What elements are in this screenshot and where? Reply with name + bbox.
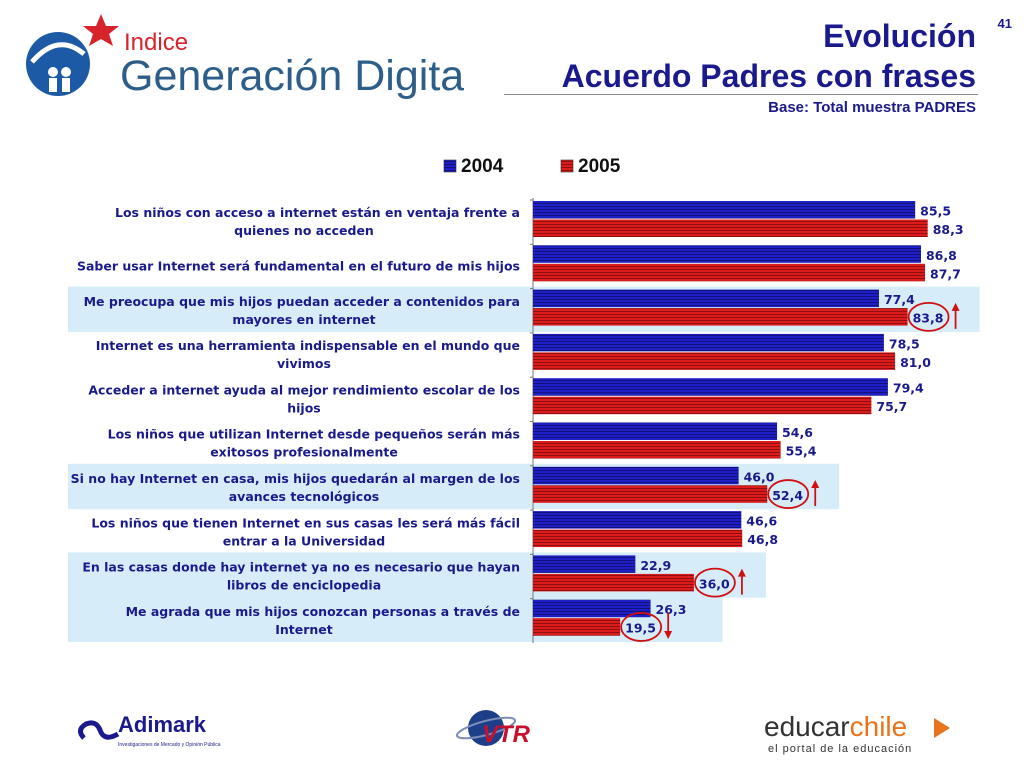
base-note: Base: Total muestra PADRES xyxy=(768,99,976,116)
category-label: Me preocupa que mis hijos puedan acceder… xyxy=(84,294,520,309)
educar-tagline: el portal de la educación xyxy=(768,743,912,755)
legend-label-2004: 2004 xyxy=(461,156,504,177)
bar-2004 xyxy=(533,378,888,396)
category-label: mayores en internet xyxy=(232,312,375,327)
bar-2005 xyxy=(533,485,768,503)
bar-2004 xyxy=(533,245,921,263)
value-label-2004: 78,5 xyxy=(889,336,920,351)
value-label-2005: 81,0 xyxy=(900,355,931,370)
bar-chart: 2004 2005 Los niños con acceso a internet… xyxy=(68,156,980,643)
bar-2004 xyxy=(533,333,884,352)
bar-2005 xyxy=(533,352,896,370)
legend-swatch-2004 xyxy=(443,159,457,173)
bar-2005 xyxy=(533,219,928,237)
category-label: exitosos profesionalmente xyxy=(210,445,398,460)
value-label-2005: 83,8 xyxy=(913,311,944,326)
category-label: Si no hay Internet en casa, mis hijos qu… xyxy=(71,471,520,486)
arrow-icon xyxy=(934,718,950,738)
bar-2004 xyxy=(533,201,916,219)
vtr-logo: VTR xyxy=(455,710,531,748)
legend-swatch-2005 xyxy=(560,159,574,173)
bar-2005 xyxy=(533,529,743,548)
value-label-2005: 19,5 xyxy=(625,621,656,636)
value-label-2004: 46,0 xyxy=(744,469,775,484)
category-label: vivimos xyxy=(277,356,331,371)
category-label: Saber usar Internet será fundamental en … xyxy=(77,258,520,273)
globe-icon xyxy=(26,32,90,96)
educar-part: educar xyxy=(764,711,850,742)
educarchile-logo: educarchile el portal de la educación xyxy=(764,711,950,755)
page-title-line2: Acuerdo Padres con frases xyxy=(561,58,976,94)
arrow-up-icon xyxy=(951,302,960,329)
page-number: 41 xyxy=(997,16,1012,31)
category-label: hijos xyxy=(287,400,321,415)
value-label-2005: 88,3 xyxy=(933,222,964,237)
bar-2004 xyxy=(533,555,636,573)
change-circle xyxy=(620,612,663,642)
bar-2005 xyxy=(533,308,908,326)
category-label: Los niños que utilizan Internet desde pe… xyxy=(108,427,520,442)
arrow-down-icon xyxy=(664,612,673,639)
category-label: Acceder a internet ayuda al mejor rendim… xyxy=(88,382,520,397)
bar-2005 xyxy=(533,263,926,282)
value-label-2005: 36,0 xyxy=(699,576,730,591)
value-label-2004: 54,6 xyxy=(782,425,813,440)
adimark-name: Adimark xyxy=(118,712,207,737)
value-label-2005: 52,4 xyxy=(772,488,803,503)
value-label-2004: 85,5 xyxy=(920,204,951,219)
bar-2005 xyxy=(533,396,872,415)
adimark-tagline: Investigaciones de Mercado y Opinión Púb… xyxy=(118,742,221,748)
chile-part: chile xyxy=(850,711,908,742)
value-label-2004: 86,8 xyxy=(926,248,957,263)
change-circle xyxy=(694,567,736,598)
category-label: quienes no acceden xyxy=(234,223,374,238)
category-label: En las casas donde hay internet ya no es… xyxy=(82,560,520,575)
vtr-name: VTR xyxy=(482,721,531,748)
bar-2004 xyxy=(533,599,651,618)
category-label: Internet es una herramienta indispensabl… xyxy=(96,338,520,353)
bar-2004 xyxy=(533,422,778,440)
brand-small-text: Indice xyxy=(124,29,188,56)
arrow-up-icon xyxy=(811,480,820,507)
value-label-2004: 26,3 xyxy=(656,602,687,617)
brand-large-text: Generación Digital xyxy=(120,52,464,100)
change-circle xyxy=(767,479,810,509)
bar-2004 xyxy=(533,511,742,529)
value-label-2005: 75,7 xyxy=(876,399,907,414)
bar-2005 xyxy=(533,573,694,592)
category-label: libros de enciclopedia xyxy=(227,578,381,593)
bar-2005 xyxy=(533,441,781,459)
adimark-logo: Adimark Investigaciones de Mercado y Opi… xyxy=(78,712,221,748)
category-label: Me agrada que mis hijos conozcan persona… xyxy=(126,604,520,619)
category-label: Los niños con acceso a internet están en… xyxy=(115,205,520,220)
category-label: entrar a la Universidad xyxy=(223,533,386,548)
bar-2004 xyxy=(533,466,739,485)
category-label: avances tecnológicos xyxy=(229,489,380,504)
category-label: Internet xyxy=(275,622,333,637)
legend-label-2005: 2005 xyxy=(578,156,621,177)
value-label-2005: 55,4 xyxy=(786,444,817,459)
bar-2004 xyxy=(533,289,879,308)
value-label-2004: 77,4 xyxy=(884,292,915,307)
generacion-digital-logo: Indice Generación Digital xyxy=(26,14,464,100)
value-label-2004: 79,4 xyxy=(893,381,924,396)
value-label-2004: 46,6 xyxy=(746,514,777,529)
category-label: Los niños que tienen Internet en sus cas… xyxy=(91,515,520,530)
value-label-2004: 22,9 xyxy=(640,558,671,573)
change-circle xyxy=(907,301,950,332)
page-title-line1: Evolución xyxy=(823,18,976,54)
title-divider xyxy=(504,94,978,95)
value-label-2005: 87,7 xyxy=(930,266,961,281)
arrow-up-icon xyxy=(737,568,746,595)
bar-2005 xyxy=(533,618,621,636)
svg-text:educarchile: educarchile xyxy=(764,711,907,742)
star-icon xyxy=(83,14,119,46)
value-label-2005: 46,8 xyxy=(747,532,778,547)
